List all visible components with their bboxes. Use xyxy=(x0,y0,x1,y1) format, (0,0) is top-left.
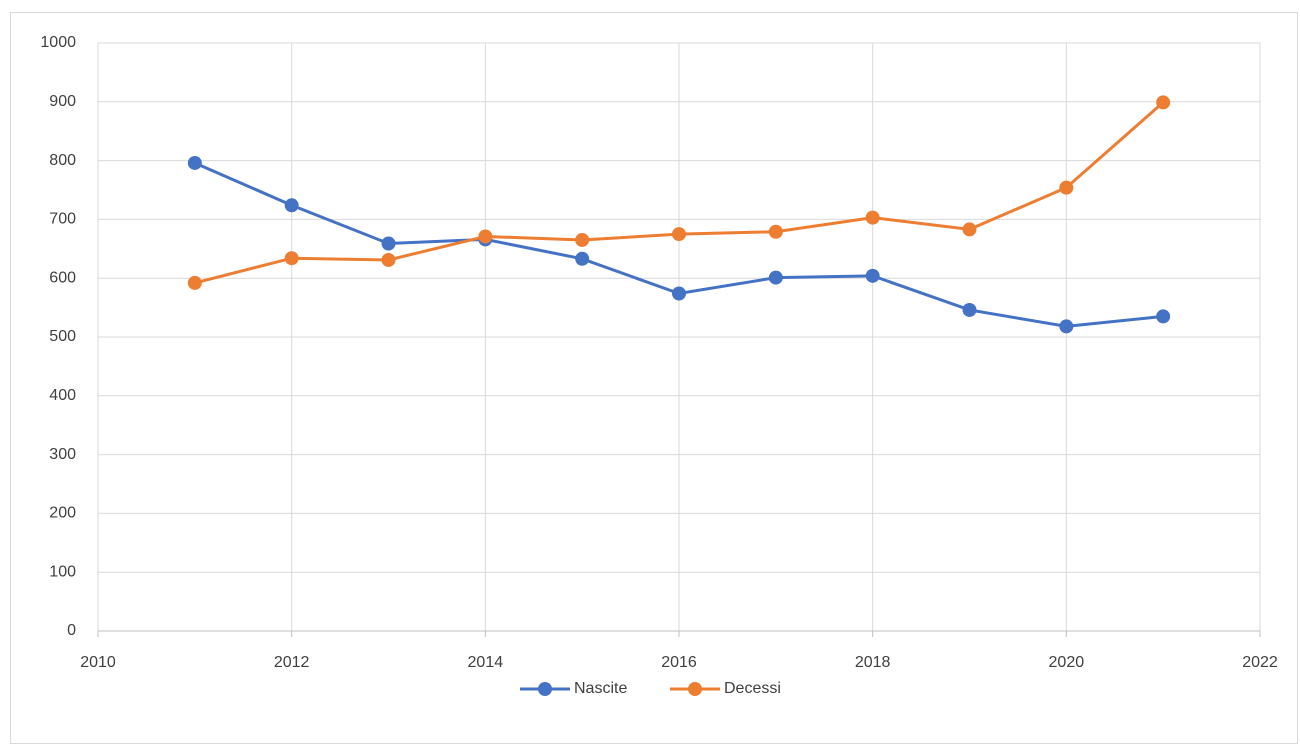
data-point xyxy=(575,251,590,266)
data-point xyxy=(1156,309,1171,324)
y-tick-label: 0 xyxy=(67,622,76,639)
x-tick-label: 2010 xyxy=(80,654,116,671)
legend-marker xyxy=(538,682,552,696)
y-tick-label: 600 xyxy=(49,269,76,286)
y-tick-label: 1000 xyxy=(40,34,76,51)
data-point xyxy=(672,286,686,301)
data-point xyxy=(865,268,880,283)
x-tick-label: 2022 xyxy=(1242,654,1278,671)
data-point xyxy=(187,155,202,170)
x-tick-label: 2020 xyxy=(1049,654,1085,671)
x-tick-label: 2018 xyxy=(855,654,891,671)
data-point xyxy=(962,302,977,317)
data-point xyxy=(575,232,590,247)
data-point xyxy=(381,252,396,267)
chart-border xyxy=(10,12,1298,744)
data-point xyxy=(768,224,783,239)
x-tick-label: 2016 xyxy=(661,654,697,671)
y-tick-label: 500 xyxy=(49,328,76,345)
y-tick-label: 100 xyxy=(49,563,76,580)
data-point xyxy=(381,236,396,251)
y-tick-label: 400 xyxy=(49,387,76,404)
y-tick-label: 300 xyxy=(49,446,76,463)
data-point xyxy=(284,198,299,213)
data-point xyxy=(865,210,880,225)
y-tick-label: 700 xyxy=(49,211,76,228)
x-tick-label: 2014 xyxy=(468,654,504,671)
data-point xyxy=(962,222,977,237)
legend-marker xyxy=(688,682,702,696)
y-tick-label: 200 xyxy=(49,505,76,522)
data-point xyxy=(1156,95,1171,110)
data-point xyxy=(284,251,299,266)
x-tick-label: 2012 xyxy=(274,654,310,671)
data-point xyxy=(1059,180,1074,195)
data-point xyxy=(478,229,493,244)
data-point xyxy=(672,227,686,242)
data-point xyxy=(768,270,783,285)
legend-label: Decessi xyxy=(724,680,781,697)
legend-label: Nascite xyxy=(574,680,627,697)
y-tick-label: 800 xyxy=(49,152,76,169)
data-point xyxy=(187,275,202,290)
y-tick-label: 900 xyxy=(49,93,76,110)
data-point xyxy=(1059,319,1074,334)
